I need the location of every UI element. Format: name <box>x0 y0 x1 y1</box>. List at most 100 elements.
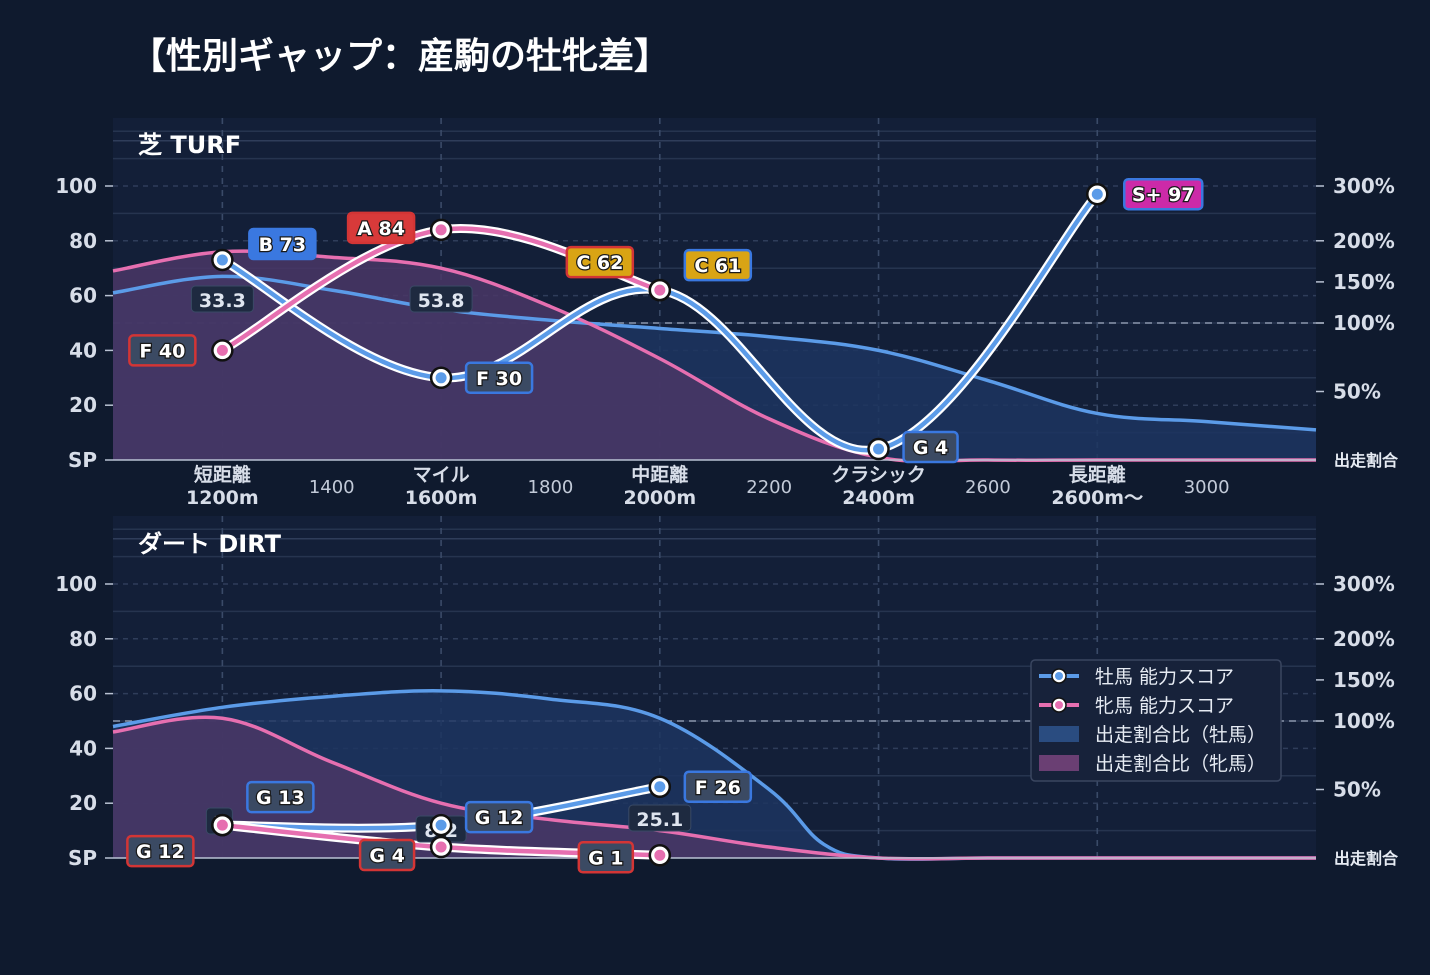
grade-badge-label: G 12 <box>475 807 524 829</box>
share-label-box <box>190 285 254 313</box>
male-score-marker-core <box>654 781 666 793</box>
grade-badge-label: G 4 <box>913 437 948 459</box>
share-label-box <box>409 285 473 313</box>
y2-tick-label: 50% <box>1333 778 1381 802</box>
male-score-marker-core <box>435 372 447 384</box>
male-score-marker-core <box>1091 188 1103 200</box>
x-category-label: クラシック <box>831 464 926 486</box>
legend-label: 牝馬 能力スコア <box>1095 695 1234 717</box>
grade-badge-label: F 40 <box>139 340 185 362</box>
grade-badge <box>683 248 753 282</box>
grade-badge <box>577 841 635 874</box>
panel-title: 芝 TURF <box>138 131 241 159</box>
male-score-marker-core <box>216 254 228 266</box>
grade-badge <box>902 430 959 464</box>
legend-area-swatch <box>1039 726 1079 742</box>
legend-box <box>1030 659 1282 782</box>
y-tick-label: SP <box>68 846 97 870</box>
female-score-marker-core <box>654 284 666 296</box>
x-category-distance: 1200m <box>186 487 259 509</box>
legend-area-swatch <box>1039 755 1079 771</box>
legend-label: 出走割合比（牝馬） <box>1095 753 1266 775</box>
x-minor-tick-label: 3000 <box>1184 477 1230 498</box>
female-score-marker-core <box>435 841 447 853</box>
grade-badge-label: F 30 <box>476 368 522 390</box>
y2-tick-label: 100% <box>1333 311 1395 335</box>
y2-axis-label: 出走割合 <box>1334 849 1399 868</box>
grade-badge <box>464 800 534 834</box>
y-tick-label: 100 <box>55 572 97 596</box>
y-tick-label: 40 <box>69 338 97 362</box>
grade-badge <box>126 834 195 868</box>
x-category-label: マイル <box>413 464 470 486</box>
y2-tick-label: 100% <box>1333 709 1395 733</box>
grade-badge <box>246 780 315 814</box>
grade-badge <box>358 838 416 872</box>
grade-badge-label: G 13 <box>256 787 305 809</box>
chart-title: 【性別ギャップ：産駒の牡牝差】 <box>130 36 670 77</box>
x-category-label: 短距離 <box>194 463 251 486</box>
grade-badge <box>248 227 317 261</box>
grade-badge-label: C 61 <box>694 255 741 277</box>
grade-badge-label: G 4 <box>369 845 404 867</box>
y2-tick-label: 200% <box>1333 627 1395 651</box>
grade-badge-label: G 12 <box>136 841 185 863</box>
legend-label: 出走割合比（牡馬） <box>1095 724 1266 746</box>
grade-badge <box>464 361 534 395</box>
x-category-distance: 2400m <box>842 487 915 509</box>
grade-badge-label: G 1 <box>588 847 623 869</box>
x-category-distance: 1600m <box>405 487 478 509</box>
panel-turf: 芝 TURF SP 20 40 60 80 100 300% 200% 150% 100% 50% 出走… <box>55 118 1399 509</box>
y2-tick-label: 150% <box>1333 668 1395 692</box>
male-score-marker-core <box>435 819 447 831</box>
panel-dirt: ダート DIRT SP 20 40 60 80 100 300% 200% 150% 100% 50%… <box>55 516 1399 874</box>
grade-badge <box>565 245 635 279</box>
y-tick-label: 80 <box>69 229 97 253</box>
x-minor-tick-label: 2600 <box>965 477 1011 498</box>
female-score-marker-core <box>216 819 228 831</box>
y2-tick-label: 300% <box>1333 572 1395 596</box>
y2-tick-label: 200% <box>1333 229 1395 253</box>
x-category-label: 長距離 <box>1069 463 1126 486</box>
grade-badge <box>683 770 753 804</box>
grade-badge-label: B 73 <box>259 234 307 256</box>
x-minor-tick-label: 1400 <box>309 477 355 498</box>
grade-badge <box>1123 177 1204 211</box>
y-tick-label: SP <box>68 448 97 472</box>
legend-label: 牡馬 能力スコア <box>1095 666 1234 688</box>
x-category-label: 中距離 <box>631 463 688 486</box>
y-tick-label: 60 <box>69 284 97 308</box>
male-score-line <box>220 191 1100 453</box>
x-minor-tick-label: 1800 <box>528 477 574 498</box>
y2-tick-label: 50% <box>1333 380 1381 404</box>
x-category-distance: 2000m <box>623 487 696 509</box>
grade-badge-label: F 26 <box>695 777 741 799</box>
y-tick-label: 80 <box>69 627 97 651</box>
y2-axis-label: 出走割合 <box>1334 451 1399 470</box>
grade-badge-label: S+ 97 <box>1132 184 1195 206</box>
female-score-marker-core <box>216 344 228 356</box>
female-score-marker-core <box>654 849 666 861</box>
legend-marker-core <box>1055 672 1063 680</box>
share-label: 25.1 <box>636 809 683 831</box>
grade-badge <box>128 334 197 367</box>
share-label: 53.8 <box>418 290 465 312</box>
x-category-distance: 2600m〜 <box>1051 487 1143 509</box>
grade-badge-label: A 84 <box>357 218 405 240</box>
legend-marker-core <box>1055 701 1063 709</box>
grade-badge <box>346 211 416 245</box>
x-minor-tick-label: 2200 <box>746 477 792 498</box>
y-tick-label: 40 <box>69 736 97 760</box>
grade-badge-label: C 62 <box>576 252 623 274</box>
y-tick-label: 20 <box>69 791 97 815</box>
male-score-marker-core <box>873 443 885 455</box>
y-tick-label: 20 <box>69 393 97 417</box>
y-tick-label: 100 <box>55 174 97 198</box>
panel-title: ダート DIRT <box>138 530 282 558</box>
female-score-marker-core <box>435 224 447 236</box>
y2-tick-label: 300% <box>1333 174 1395 198</box>
share-label: 33.3 <box>199 290 246 312</box>
y2-tick-label: 150% <box>1333 270 1395 294</box>
